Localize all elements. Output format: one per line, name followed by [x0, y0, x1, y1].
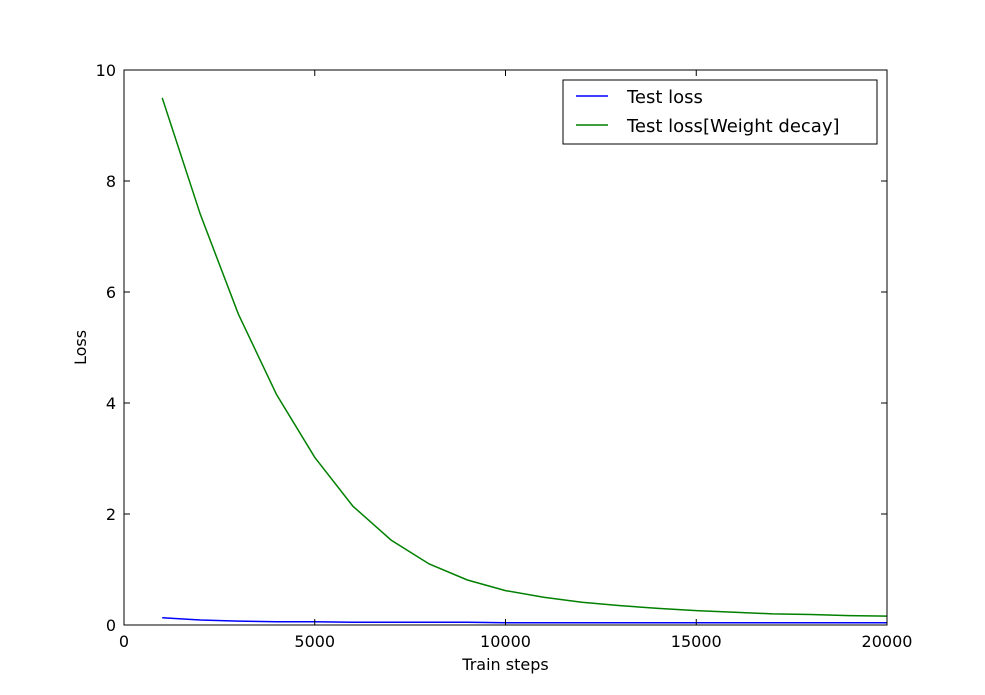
x-tick-label: 0	[119, 632, 129, 651]
y-axis-label: Loss	[71, 330, 90, 365]
x-tick-label: 10000	[480, 632, 531, 651]
series-line-1	[162, 617, 887, 624]
y-tick-label: 2	[106, 505, 116, 524]
y-tick-label: 10	[96, 61, 116, 80]
series-line-2	[161, 97, 888, 617]
y-tick-label: 4	[106, 394, 116, 413]
y-tick-label: 6	[106, 283, 116, 302]
x-axis-label: Train steps	[461, 655, 548, 674]
x-tick-label: 5000	[294, 632, 335, 651]
legend-box	[562, 79, 878, 145]
legend: Test loss Test loss[Weight decay]	[562, 79, 878, 145]
legend-label-1: Test loss	[626, 87, 703, 108]
legend-label-2: Test loss[Weight decay]	[626, 116, 840, 137]
plot-frame	[123, 69, 888, 626]
y-tick-label: 8	[106, 172, 116, 191]
y-tick-label: 0	[106, 616, 116, 635]
series-layer	[161, 97, 888, 624]
ticks-layer: 0 5000 10000 15000 20000 0 2 4 6 8 10	[96, 61, 913, 651]
x-tick-label: 20000	[862, 632, 913, 651]
x-tick-label: 15000	[671, 632, 722, 651]
